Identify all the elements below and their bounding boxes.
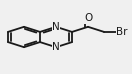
Text: N: N: [52, 22, 60, 32]
Text: O: O: [84, 13, 92, 23]
Text: Br: Br: [116, 27, 128, 37]
Text: N: N: [52, 42, 60, 52]
